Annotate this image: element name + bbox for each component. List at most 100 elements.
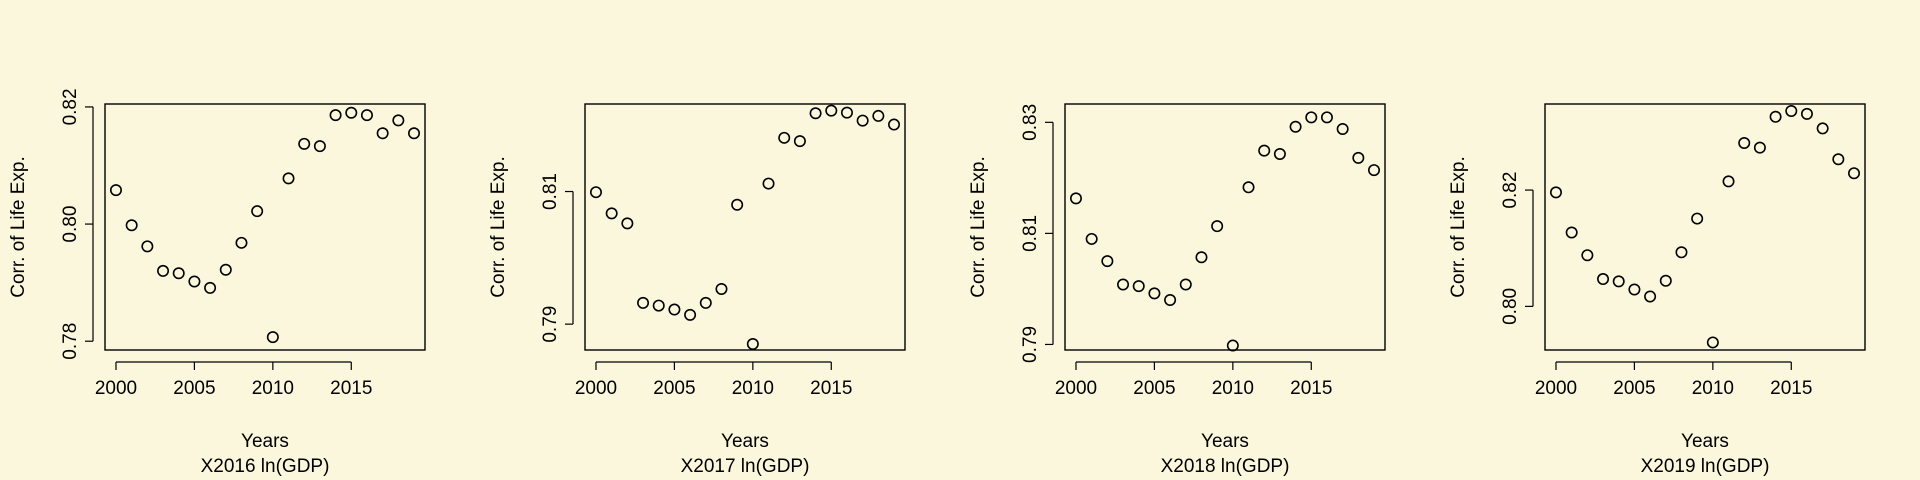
data-point xyxy=(652,299,665,312)
panel-subtitle: X2018 ln(GDP) xyxy=(1161,456,1290,477)
data-point xyxy=(141,240,154,253)
data-point xyxy=(1305,111,1318,124)
data-point xyxy=(1117,278,1130,291)
panel-subtitle: X2019 ln(GDP) xyxy=(1641,456,1770,477)
y-tick-label: 0.81 xyxy=(540,173,561,210)
y-tick-label: 0.81 xyxy=(1020,215,1041,252)
x-tick-label: 2015 xyxy=(1770,378,1812,399)
data-point xyxy=(840,106,853,119)
data-point xyxy=(637,296,650,309)
data-point xyxy=(235,236,248,249)
x-tick-label: 2010 xyxy=(252,378,294,399)
data-point xyxy=(684,308,697,321)
data-point xyxy=(1832,153,1845,166)
data-point xyxy=(172,267,185,280)
panel-4: 2000 2005 2010 2015 0.80 0.82 Corr. of Life Ex… xyxy=(1448,103,1866,477)
panel-subtitle: X2017 ln(GDP) xyxy=(681,456,810,477)
data-point xyxy=(1644,290,1657,303)
panel-2: 2000 2005 2010 2015 0.79 0.81 Corr. of Life Ex… xyxy=(488,103,906,477)
data-point xyxy=(1226,339,1239,352)
data-point xyxy=(1101,255,1114,268)
data-point xyxy=(605,207,618,220)
x-tick-label: 2005 xyxy=(173,378,215,399)
data-point xyxy=(219,263,232,276)
data-point xyxy=(1738,136,1751,149)
data-point xyxy=(204,281,217,294)
data-point xyxy=(1612,275,1625,288)
y-tick-label: 0.82 xyxy=(60,88,81,125)
panel-3: 2000 2005 2010 2015 0.79 0.81 0.83 Corr. of Lif… xyxy=(968,103,1386,477)
x-tick-label: 2015 xyxy=(810,378,852,399)
data-point xyxy=(1800,107,1813,120)
panel-1: 2000 2005 2010 2015 0.78 0.80 0.82 Corr. of Lif… xyxy=(8,88,426,477)
y-tick-label: 0.83 xyxy=(1020,104,1041,141)
data-point xyxy=(668,303,681,316)
y-tick-label: 0.79 xyxy=(540,306,561,343)
data-point xyxy=(345,106,358,119)
y-tick-label: 0.79 xyxy=(1020,326,1041,363)
x-tick-label: 2005 xyxy=(1133,378,1175,399)
x-axis-label: Years xyxy=(241,431,289,452)
data-point xyxy=(809,107,822,120)
y-tick-label: 0.80 xyxy=(1500,288,1521,325)
data-point xyxy=(251,205,264,218)
data-point xyxy=(1706,336,1719,349)
x-tick-label: 2015 xyxy=(1290,378,1332,399)
data-point xyxy=(360,109,373,122)
plot-frame xyxy=(1544,103,1866,351)
data-point xyxy=(746,338,759,351)
data-point xyxy=(1273,147,1286,160)
data-point xyxy=(298,137,311,150)
data-point xyxy=(825,104,838,117)
data-point xyxy=(408,127,421,140)
data-point xyxy=(1320,111,1333,124)
data-point xyxy=(1659,274,1672,287)
x-tick-label: 2000 xyxy=(95,378,137,399)
data-point xyxy=(188,275,201,288)
data-point xyxy=(1597,273,1610,286)
x-tick-label: 2000 xyxy=(575,378,617,399)
data-point xyxy=(888,118,901,131)
x-tick-label: 2005 xyxy=(653,378,695,399)
data-point xyxy=(1085,232,1098,245)
data-point xyxy=(266,331,279,344)
y-tick-label: 0.82 xyxy=(1500,172,1521,209)
data-point xyxy=(125,219,138,232)
x-axis-label: Years xyxy=(721,431,769,452)
x-axis-label: Years xyxy=(1201,431,1249,452)
data-point xyxy=(762,177,775,190)
x-tick-label: 2005 xyxy=(1613,378,1655,399)
data-point xyxy=(1132,280,1145,293)
data-point xyxy=(376,127,389,140)
data-point xyxy=(778,131,791,144)
x-tick-label: 2000 xyxy=(1535,378,1577,399)
y-axis-label: Corr. of Life Exp. xyxy=(8,156,29,298)
data-point xyxy=(1258,144,1271,157)
data-point xyxy=(1581,249,1594,262)
data-point xyxy=(109,184,122,197)
y-tick-label: 0.78 xyxy=(60,323,81,360)
data-point xyxy=(1785,104,1798,117)
data-point xyxy=(1211,220,1224,233)
data-point xyxy=(1769,110,1782,123)
x-tick-label: 2015 xyxy=(330,378,372,399)
panel-subtitle: X2016 ln(GDP) xyxy=(201,456,330,477)
data-point xyxy=(1352,151,1365,164)
y-axis-label: Corr. of Life Exp. xyxy=(488,156,509,298)
plot-frame xyxy=(584,103,906,351)
x-tick-label: 2010 xyxy=(1212,378,1254,399)
plot-frame xyxy=(1064,103,1386,351)
data-point xyxy=(872,109,885,122)
x-axis-label: Years xyxy=(1681,431,1729,452)
y-tick-label: 0.80 xyxy=(60,206,81,243)
data-point xyxy=(282,172,295,185)
data-point xyxy=(392,114,405,127)
x-tick-label: 2000 xyxy=(1055,378,1097,399)
data-point xyxy=(589,186,602,199)
data-point xyxy=(731,198,744,211)
data-point xyxy=(621,217,634,230)
data-point xyxy=(1242,181,1255,194)
data-point xyxy=(793,135,806,148)
